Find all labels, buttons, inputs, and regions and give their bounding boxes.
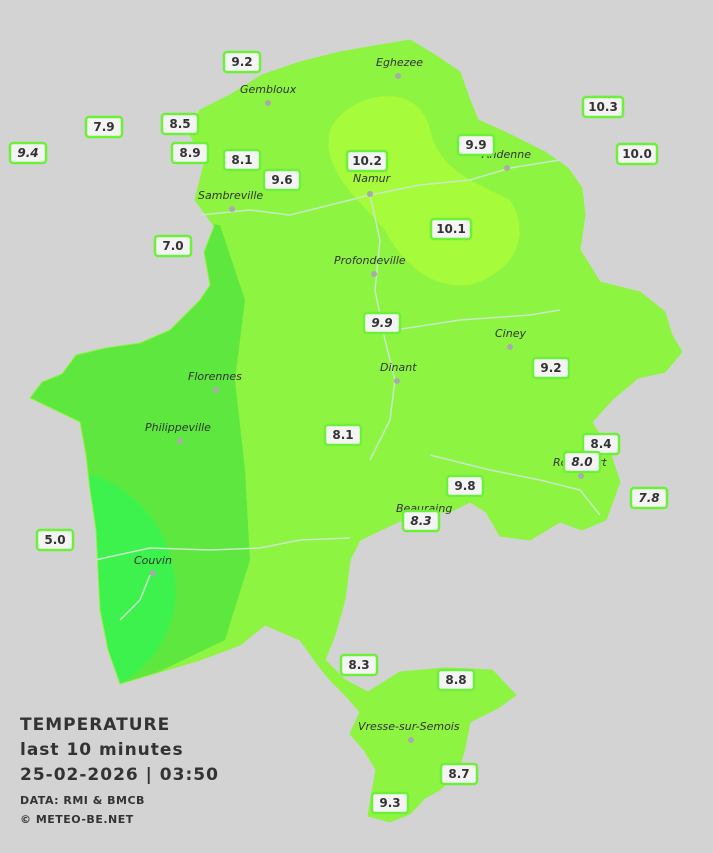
station-value: 8.8 bbox=[445, 673, 466, 687]
station-value: 9.3 bbox=[379, 796, 400, 810]
station-value: 8.0 bbox=[571, 455, 592, 469]
town-label: Profondeville bbox=[334, 254, 406, 267]
station-value: 9.8 bbox=[454, 479, 475, 493]
station-box bbox=[436, 668, 476, 692]
title: TEMPERATURE bbox=[20, 715, 170, 735]
town-label: Florennes bbox=[188, 370, 242, 383]
station-value: 8.5 bbox=[169, 117, 190, 131]
town-dot bbox=[504, 165, 510, 171]
station-box bbox=[153, 234, 193, 258]
station-box bbox=[262, 168, 302, 192]
station-box bbox=[429, 217, 473, 241]
town-label: Eghezee bbox=[376, 56, 423, 69]
station-box bbox=[35, 528, 75, 552]
town-label: Philippeville bbox=[145, 421, 211, 434]
town-label: Namur bbox=[353, 172, 392, 185]
station-box bbox=[439, 762, 479, 786]
station-value: 7.8 bbox=[638, 491, 659, 505]
town-label: Couvin bbox=[134, 554, 172, 567]
station-box bbox=[160, 112, 200, 136]
station-value: 8.1 bbox=[332, 428, 353, 442]
town-dot bbox=[213, 387, 219, 393]
station-box bbox=[629, 486, 669, 510]
station-value: 7.0 bbox=[162, 239, 183, 253]
station-value: 9.4 bbox=[17, 146, 38, 160]
town-dot bbox=[177, 438, 183, 444]
station-box bbox=[339, 653, 379, 677]
rivers bbox=[94, 159, 601, 621]
town-dot bbox=[265, 100, 271, 106]
station-box bbox=[456, 133, 496, 157]
town-dot bbox=[507, 344, 513, 350]
station-value: 9.9 bbox=[465, 138, 486, 152]
station-box bbox=[84, 115, 124, 139]
station-value: 9.2 bbox=[231, 55, 252, 69]
station-value: 10.1 bbox=[436, 222, 466, 236]
station-box bbox=[401, 509, 441, 533]
subtitle: last 10 minutes bbox=[20, 740, 184, 760]
station-value: 8.3 bbox=[348, 658, 369, 672]
station-box bbox=[222, 50, 262, 74]
town-dot bbox=[371, 271, 377, 277]
town-dot bbox=[367, 191, 373, 197]
copyright: © METEO-BE.NET bbox=[20, 813, 134, 826]
town-dot bbox=[395, 73, 401, 79]
station-box bbox=[615, 142, 659, 166]
datetime: 25-02-2026 | 03:50 bbox=[20, 765, 219, 785]
station-value: 8.7 bbox=[448, 767, 469, 781]
station-box bbox=[531, 356, 571, 380]
station-value: 9.6 bbox=[271, 173, 292, 187]
station-value: 10.3 bbox=[588, 100, 618, 114]
town-dot bbox=[229, 206, 235, 212]
station-box bbox=[170, 141, 210, 165]
station-value: 7.9 bbox=[93, 120, 114, 134]
station-value: 10.2 bbox=[352, 154, 382, 168]
station-value: 9.2 bbox=[540, 361, 561, 375]
station-box bbox=[222, 148, 262, 172]
station-value: 8.9 bbox=[179, 146, 200, 160]
town-label: Dinant bbox=[380, 361, 417, 374]
town-dot bbox=[394, 378, 400, 384]
station-value: 8.1 bbox=[231, 153, 252, 167]
station-value: 9.9 bbox=[371, 316, 392, 330]
station-value: 5.0 bbox=[44, 533, 65, 547]
station-value: 8.4 bbox=[590, 437, 611, 451]
station-box bbox=[345, 149, 389, 173]
town-label: Vresse-sur-Semois bbox=[358, 720, 460, 733]
station-box bbox=[581, 95, 625, 119]
station-box bbox=[362, 311, 402, 335]
town-dot bbox=[578, 473, 584, 479]
town-label: Ciney bbox=[495, 327, 526, 340]
town-label: Sambreville bbox=[198, 189, 263, 202]
town-label: Gembloux bbox=[240, 83, 297, 96]
station-box bbox=[323, 423, 363, 447]
source: DATA: RMI & BMCB bbox=[20, 794, 145, 807]
station-box bbox=[562, 450, 602, 474]
station-value: 8.3 bbox=[410, 514, 431, 528]
station-box bbox=[370, 791, 410, 815]
station-box bbox=[8, 141, 48, 165]
town-dot bbox=[408, 737, 414, 743]
town-dot bbox=[150, 570, 156, 576]
station-value: 10.0 bbox=[622, 147, 652, 161]
station-box bbox=[445, 474, 485, 498]
